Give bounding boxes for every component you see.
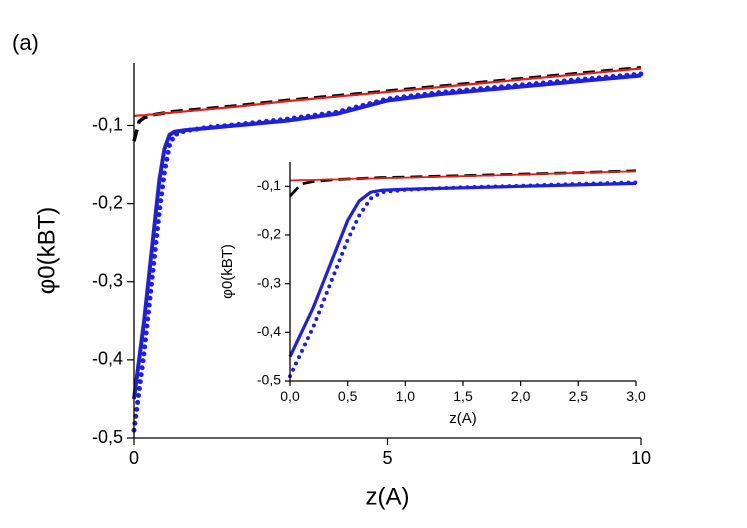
y-tick-label: -0,3 <box>257 274 281 290</box>
x-tick-label: 0 <box>129 448 139 468</box>
y-tick-label: -0,3 <box>92 271 123 291</box>
y-axis-label: φ0(kBT) <box>219 244 236 299</box>
x-tick-label: 2,5 <box>569 388 589 404</box>
x-axis-label: z(A) <box>366 483 410 510</box>
x-tick-label: 10 <box>631 448 651 468</box>
y-axis-label: φ0(kBT) <box>33 207 60 295</box>
y-tick-label: -0,5 <box>257 372 281 388</box>
inset-background <box>290 162 636 381</box>
y-tick-label: -0,4 <box>257 323 281 339</box>
panel-label: (a) <box>12 30 39 55</box>
y-tick-label: -0,1 <box>257 177 281 193</box>
data-line <box>289 170 637 182</box>
y-tick-label: -0,1 <box>92 114 123 134</box>
x-tick-label: 0,5 <box>338 388 358 404</box>
data-line <box>288 180 638 379</box>
y-tick-label: -0,2 <box>92 192 123 212</box>
data-line <box>131 71 644 433</box>
y-tick-label: -0,2 <box>257 226 281 242</box>
y-tick-label: -0,4 <box>92 349 123 369</box>
x-tick-label: 1,0 <box>396 388 416 404</box>
x-tick-label: 0,0 <box>280 388 300 404</box>
x-tick-label: 1,5 <box>453 388 473 404</box>
y-tick-label: -0,5 <box>92 427 123 447</box>
x-tick-label: 5 <box>382 448 392 468</box>
x-tick-label: 3,0 <box>626 388 646 404</box>
x-axis-label: z(A) <box>449 410 477 427</box>
data-line <box>133 67 642 118</box>
x-tick-label: 2,0 <box>511 388 531 404</box>
